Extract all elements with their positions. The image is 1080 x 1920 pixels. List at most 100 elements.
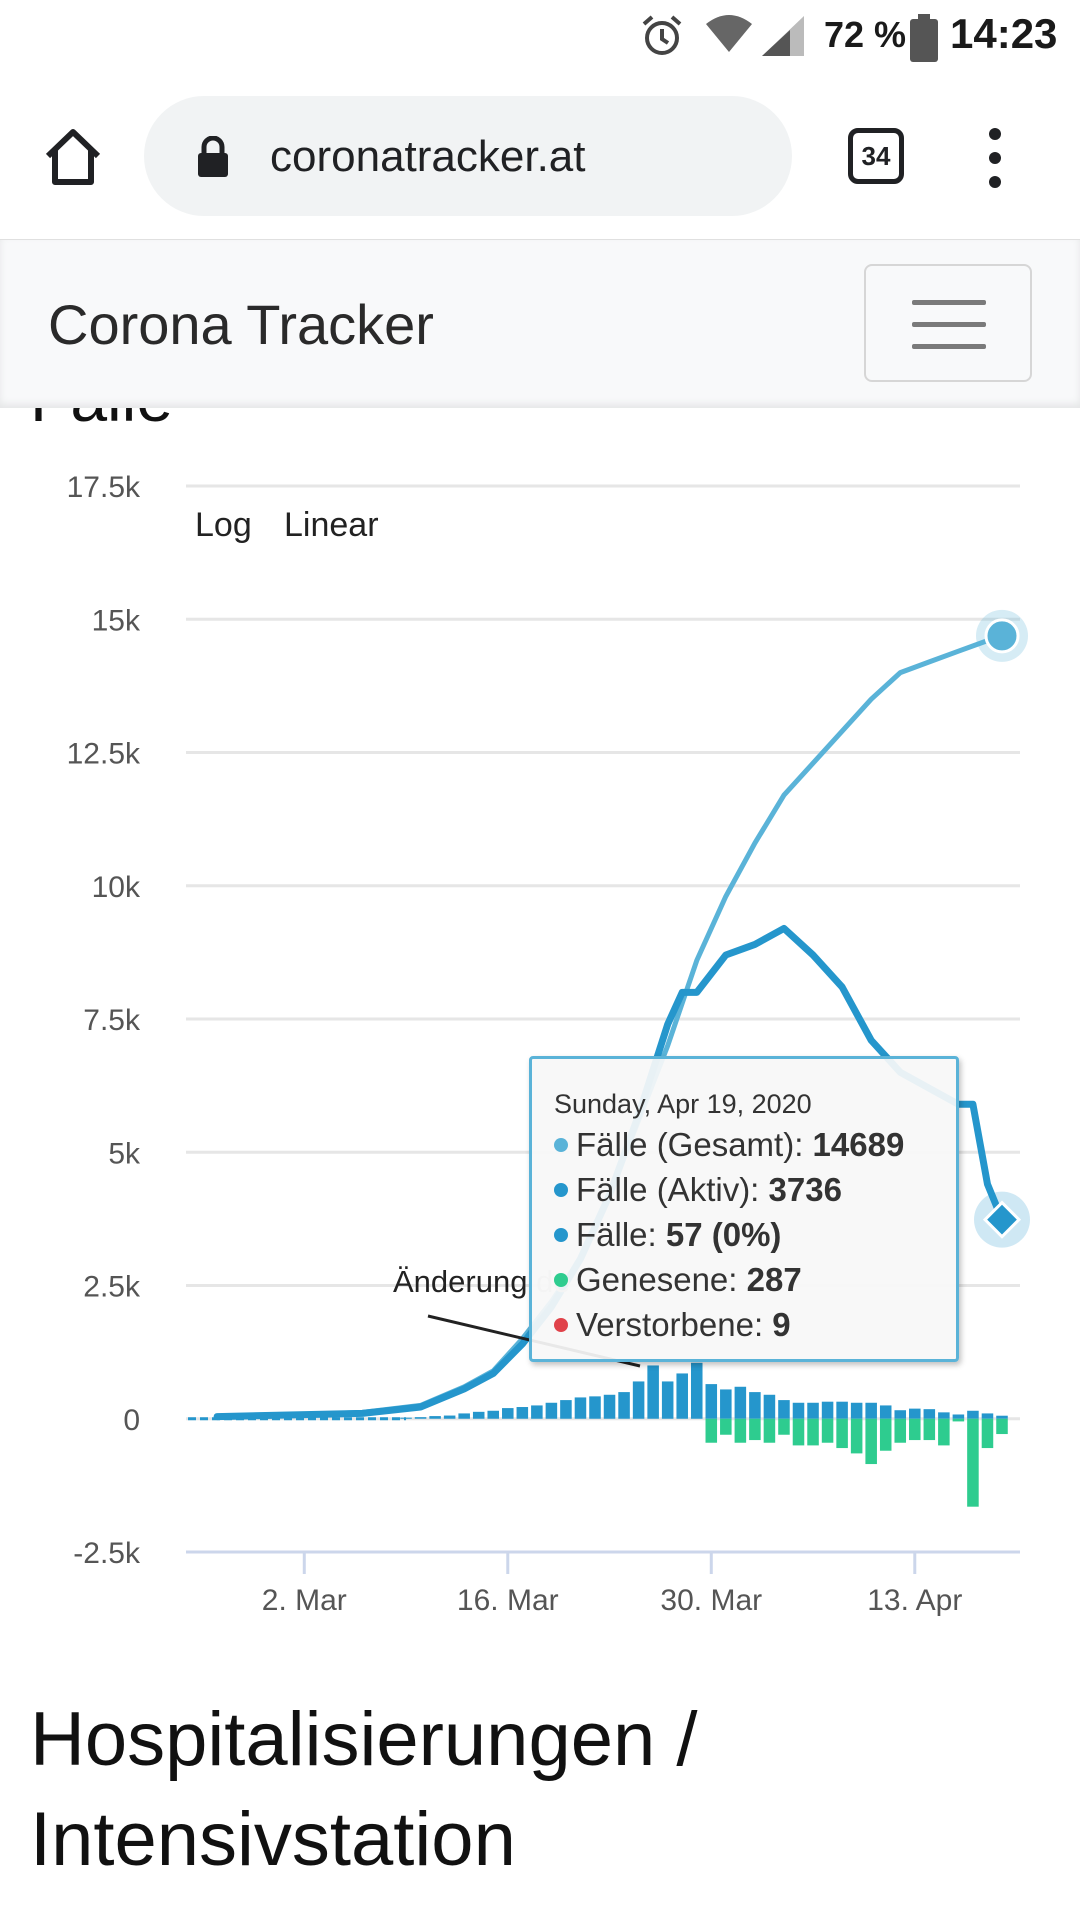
bar-new-cases — [923, 1409, 936, 1419]
cases-chart-svg: 17.5k 15k 12.5k 10k 7.5k 5k 2.5k 0 -2.5k 2. Mar 16… — [67, 471, 1030, 1617]
battery-icon — [910, 14, 938, 62]
y-tick-label: 17.5k — [67, 471, 141, 504]
bar-new-cases — [545, 1402, 558, 1419]
section-heading-clipped: Fälle — [0, 408, 1080, 426]
section-heading-line2: Intensivstation — [30, 1797, 516, 1882]
bar-new-cases — [603, 1394, 616, 1419]
bar-recovered — [967, 1418, 979, 1507]
signal-icon — [762, 16, 804, 56]
site-navbar: Corona Tracker — [0, 240, 1080, 408]
bar-recovered — [821, 1418, 834, 1443]
bar-new-cases — [981, 1413, 994, 1419]
bar-recovered — [996, 1418, 1008, 1435]
bar-new-cases — [560, 1400, 572, 1419]
bar-new-cases — [952, 1414, 965, 1419]
bar-recovered — [720, 1418, 732, 1435]
bar-recovered — [952, 1418, 965, 1422]
y-tick-label: 12.5k — [67, 738, 141, 771]
bar-new-cases — [414, 1417, 427, 1419]
more-vert-icon[interactable] — [980, 128, 1010, 192]
bar-new-cases — [807, 1402, 819, 1419]
legend-dot-deaths — [554, 1318, 568, 1332]
wifi-icon — [706, 15, 752, 52]
bar-new-cases — [720, 1389, 732, 1419]
annotation-text: Änderung — [393, 1264, 537, 1299]
alarm-icon — [642, 15, 682, 55]
browser-toolbar: coronatracker.at 34 — [0, 76, 1080, 240]
battery-percentage: 72 % — [824, 14, 907, 55]
bar-new-cases — [443, 1415, 456, 1419]
bar-new-cases — [734, 1386, 747, 1419]
address-bar[interactable]: coronatracker.at — [144, 96, 792, 216]
bar-new-cases — [850, 1402, 863, 1419]
home-icon[interactable] — [40, 124, 106, 190]
bar-new-cases — [661, 1381, 674, 1419]
tooltip-value: 3736 — [768, 1171, 842, 1208]
bar-new-cases — [632, 1381, 645, 1419]
tab-switcher-button[interactable]: 34 — [848, 128, 904, 184]
marker-total — [984, 618, 1020, 654]
tooltip-value: 57 (0%) — [665, 1216, 782, 1253]
bar-recovered — [981, 1418, 994, 1449]
bar-recovered — [749, 1418, 761, 1441]
y-tick-label: 15k — [92, 604, 141, 637]
bar-new-cases — [690, 1362, 703, 1419]
x-tick-label: 13. Apr — [867, 1584, 962, 1617]
site-brand[interactable]: Corona Tracker — [48, 293, 434, 356]
tooltip-value: 287 — [746, 1261, 802, 1298]
bar-new-cases — [516, 1407, 529, 1419]
tooltip-row-total: Fälle (Gesamt): 14689 — [554, 1126, 956, 1171]
bar-recovered — [792, 1418, 805, 1446]
legend-dot-new — [554, 1228, 568, 1242]
y-tick-label: 2.5k — [83, 1271, 141, 1304]
bar-new-cases — [429, 1416, 441, 1419]
scale-linear-button[interactable]: Linear — [284, 506, 379, 544]
tooltip-label: Fälle (Aktiv): — [576, 1171, 769, 1208]
bar-recovered — [923, 1418, 936, 1441]
tooltip-row-active: Fälle (Aktiv): 3736 — [554, 1171, 956, 1216]
bar-new-cases — [502, 1408, 514, 1419]
tooltip-row-new: Fälle: 57 (0%) — [554, 1216, 956, 1261]
bar-new-cases — [792, 1402, 805, 1419]
bar-new-cases — [821, 1401, 834, 1419]
bar-new-cases — [996, 1415, 1008, 1419]
bar-new-cases — [589, 1396, 601, 1419]
legend-dot-total — [554, 1138, 568, 1152]
bar-recovered — [734, 1418, 747, 1443]
tooltip-label: Verstorbene: — [576, 1306, 773, 1343]
x-tick-label: 30. Mar — [660, 1584, 762, 1617]
tooltip-date: Sunday, Apr 19, 2020 — [554, 1089, 812, 1119]
scale-log-button[interactable]: Log — [195, 506, 252, 544]
clock: 14:23 — [950, 10, 1058, 57]
y-tick-label: -2.5k — [73, 1537, 141, 1570]
chart-tooltip: Sunday, Apr 19, 2020 Fälle (Gesamt): 146… — [529, 1056, 959, 1362]
bar-new-cases — [894, 1410, 907, 1419]
bar-recovered — [705, 1418, 718, 1443]
marker-active — [982, 1200, 1022, 1239]
status-bar: 72 % 14:23 — [0, 0, 1080, 76]
x-tick-label: 16. Mar — [457, 1584, 559, 1617]
bar-recovered — [909, 1418, 921, 1441]
bar-new-cases — [879, 1405, 892, 1419]
section-heading-faelle: Fälle — [30, 408, 173, 426]
y-tick-label: 10k — [92, 871, 141, 904]
tooltip-row-deaths: Verstorbene: 9 — [554, 1306, 956, 1351]
bar-recovered — [778, 1418, 790, 1435]
bar-new-cases — [705, 1384, 718, 1419]
bar-new-cases — [836, 1401, 848, 1419]
tooltip-row-recovered: Genesene: 287 — [554, 1261, 956, 1306]
bar-new-cases — [472, 1411, 485, 1419]
bar-recovered — [850, 1418, 863, 1454]
legend-dot-active — [554, 1183, 568, 1197]
url-text: coronatracker.at — [270, 132, 586, 181]
bar-new-cases — [909, 1408, 921, 1419]
lock-icon — [198, 136, 228, 177]
bar-new-cases — [647, 1365, 659, 1419]
y-tick-label: 5k — [108, 1137, 141, 1170]
hamburger-menu-button[interactable] — [864, 264, 1032, 382]
tooltip-label: Genesene: — [576, 1261, 747, 1298]
section-heading-hospital: Hospitalisierungen / Intensivstation — [30, 1690, 1050, 1890]
bar-new-cases — [865, 1402, 877, 1419]
bar-new-cases — [487, 1410, 500, 1419]
y-tick-label: 0 — [123, 1404, 140, 1437]
